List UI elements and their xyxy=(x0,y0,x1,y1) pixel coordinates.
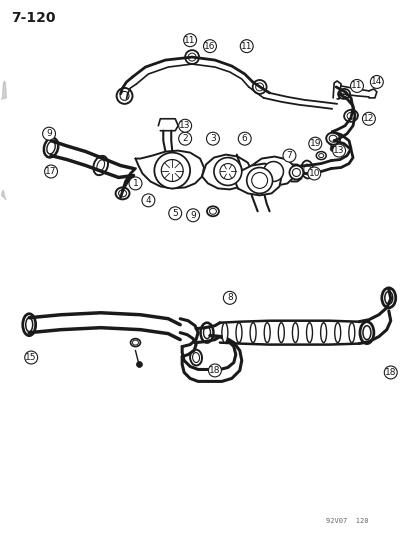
Ellipse shape xyxy=(130,338,140,346)
Text: 18: 18 xyxy=(209,366,220,375)
Text: 9: 9 xyxy=(190,211,195,220)
Circle shape xyxy=(203,39,216,53)
Circle shape xyxy=(370,76,382,88)
Text: 11: 11 xyxy=(184,36,195,45)
Text: 1: 1 xyxy=(132,179,138,188)
Circle shape xyxy=(289,166,303,180)
Ellipse shape xyxy=(301,160,313,179)
Text: 3: 3 xyxy=(209,134,215,143)
Text: 7-120: 7-120 xyxy=(11,11,56,26)
Circle shape xyxy=(186,209,199,222)
Text: 13: 13 xyxy=(332,146,344,155)
Circle shape xyxy=(246,167,272,193)
Text: 14: 14 xyxy=(370,77,382,86)
Circle shape xyxy=(308,137,321,150)
Polygon shape xyxy=(251,157,294,185)
Ellipse shape xyxy=(235,322,241,343)
Text: 8: 8 xyxy=(226,293,232,302)
Circle shape xyxy=(240,39,253,53)
Polygon shape xyxy=(1,81,6,99)
Text: 19: 19 xyxy=(309,139,320,148)
Circle shape xyxy=(361,112,375,125)
Text: 10: 10 xyxy=(308,169,319,178)
Circle shape xyxy=(25,351,38,364)
Circle shape xyxy=(178,132,191,145)
Ellipse shape xyxy=(348,322,354,343)
Circle shape xyxy=(169,207,181,220)
Ellipse shape xyxy=(316,151,325,159)
Text: 4: 4 xyxy=(145,196,151,205)
Ellipse shape xyxy=(325,133,339,144)
Text: 11: 11 xyxy=(350,82,362,91)
Circle shape xyxy=(330,146,335,151)
Circle shape xyxy=(282,149,295,162)
Text: 13: 13 xyxy=(179,121,190,130)
Text: 15: 15 xyxy=(25,353,37,362)
Circle shape xyxy=(45,165,57,178)
Circle shape xyxy=(206,132,219,145)
Circle shape xyxy=(263,161,283,181)
Ellipse shape xyxy=(306,322,312,343)
Circle shape xyxy=(185,50,199,64)
Ellipse shape xyxy=(93,156,108,175)
Ellipse shape xyxy=(343,110,357,122)
Circle shape xyxy=(252,80,266,94)
Circle shape xyxy=(208,364,221,377)
Circle shape xyxy=(178,119,191,132)
Ellipse shape xyxy=(359,322,373,344)
Ellipse shape xyxy=(292,322,298,343)
Polygon shape xyxy=(135,151,204,188)
Polygon shape xyxy=(234,164,281,196)
Ellipse shape xyxy=(221,322,227,343)
Ellipse shape xyxy=(206,206,218,216)
Circle shape xyxy=(383,366,396,379)
Text: 5: 5 xyxy=(172,209,178,218)
Circle shape xyxy=(129,177,142,190)
Text: 7: 7 xyxy=(286,151,292,160)
Circle shape xyxy=(183,34,196,47)
Text: 17: 17 xyxy=(45,167,57,176)
Text: 92V07  120: 92V07 120 xyxy=(325,518,368,523)
Text: 9: 9 xyxy=(46,129,52,138)
Circle shape xyxy=(350,79,363,92)
Ellipse shape xyxy=(200,322,213,343)
Circle shape xyxy=(142,194,154,207)
Text: 12: 12 xyxy=(362,114,374,123)
Text: 6: 6 xyxy=(241,134,247,143)
Polygon shape xyxy=(1,190,6,199)
Text: 18: 18 xyxy=(384,368,396,377)
Ellipse shape xyxy=(320,322,326,343)
Ellipse shape xyxy=(23,314,36,336)
Circle shape xyxy=(332,144,345,157)
Circle shape xyxy=(223,292,236,304)
Ellipse shape xyxy=(44,138,58,157)
Ellipse shape xyxy=(337,89,349,99)
Polygon shape xyxy=(202,155,251,189)
Ellipse shape xyxy=(190,350,202,366)
Ellipse shape xyxy=(263,322,270,343)
Circle shape xyxy=(43,127,55,140)
Ellipse shape xyxy=(334,322,340,343)
Circle shape xyxy=(116,88,132,104)
Ellipse shape xyxy=(249,322,256,343)
Ellipse shape xyxy=(115,188,129,199)
Circle shape xyxy=(307,167,320,180)
Circle shape xyxy=(214,158,241,185)
Ellipse shape xyxy=(278,322,284,343)
Circle shape xyxy=(136,361,142,367)
Text: 2: 2 xyxy=(182,134,188,143)
Circle shape xyxy=(238,132,251,145)
Circle shape xyxy=(154,152,190,188)
Text: 11: 11 xyxy=(240,42,252,51)
Ellipse shape xyxy=(381,288,395,308)
Text: 16: 16 xyxy=(204,42,215,51)
